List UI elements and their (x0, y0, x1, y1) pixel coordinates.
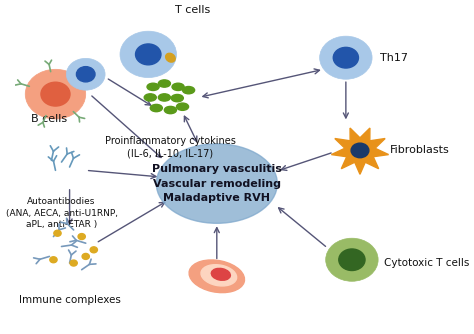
Ellipse shape (150, 105, 163, 112)
Circle shape (76, 66, 95, 82)
Circle shape (70, 260, 77, 266)
Ellipse shape (158, 80, 171, 87)
Circle shape (339, 249, 365, 271)
Circle shape (41, 82, 70, 106)
Ellipse shape (182, 87, 195, 94)
Circle shape (136, 44, 161, 65)
Circle shape (319, 36, 372, 79)
Text: Cytotoxic T cells: Cytotoxic T cells (384, 258, 470, 268)
Ellipse shape (171, 95, 183, 102)
Text: B cells: B cells (31, 114, 67, 124)
Ellipse shape (189, 260, 245, 293)
Circle shape (25, 69, 86, 119)
Text: Fibroblasts: Fibroblasts (390, 145, 449, 155)
Polygon shape (331, 128, 389, 174)
Ellipse shape (147, 83, 159, 91)
Circle shape (90, 247, 98, 253)
Ellipse shape (144, 94, 156, 101)
Ellipse shape (164, 107, 176, 114)
Ellipse shape (158, 94, 171, 101)
Circle shape (351, 143, 369, 158)
Ellipse shape (211, 268, 230, 280)
Ellipse shape (176, 103, 189, 110)
Text: Th17: Th17 (380, 53, 408, 63)
Ellipse shape (156, 144, 277, 223)
Ellipse shape (165, 53, 175, 62)
Text: Immune complexes: Immune complexes (18, 295, 120, 305)
Circle shape (78, 233, 85, 239)
Ellipse shape (172, 83, 184, 91)
Circle shape (66, 58, 105, 90)
Circle shape (50, 257, 57, 263)
Text: T cells: T cells (175, 5, 210, 15)
Ellipse shape (201, 265, 237, 286)
Circle shape (82, 254, 90, 260)
Circle shape (120, 31, 176, 77)
Circle shape (54, 230, 61, 236)
Text: Autoantibodies
(ANA, AECA, anti-U1RNP,
aPL, anti-ETAR ): Autoantibodies (ANA, AECA, anti-U1RNP, a… (6, 197, 118, 229)
Text: Proinflammatory cytokines
(IL-6, IL-10, IL-17): Proinflammatory cytokines (IL-6, IL-10, … (105, 136, 236, 159)
Circle shape (326, 238, 378, 281)
Circle shape (333, 47, 358, 68)
Text: Pulmonary vasculitis
Vascular remodeling
Maladaptive RVH: Pulmonary vasculitis Vascular remodeling… (152, 164, 282, 203)
